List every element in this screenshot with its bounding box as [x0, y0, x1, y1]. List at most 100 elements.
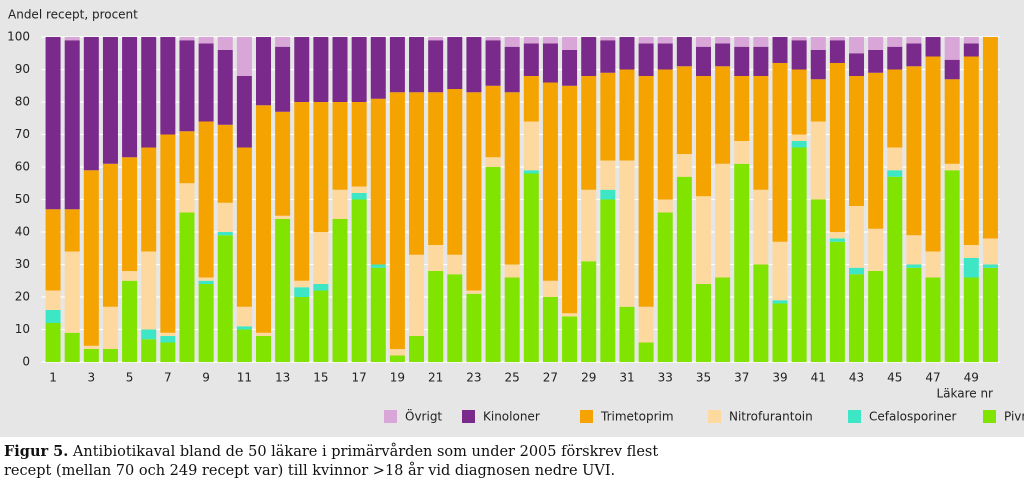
bar-segment [313, 102, 329, 232]
bar-segment [160, 336, 176, 343]
bar-segment [753, 264, 769, 362]
bar-segment [466, 92, 482, 291]
bar-segment [447, 254, 463, 275]
bar-segment [791, 134, 807, 141]
bar-segment [944, 170, 960, 362]
bar-segment [236, 306, 252, 327]
bar-segment [562, 37, 578, 50]
bar-segment [45, 323, 61, 362]
caption-line: Antibiotikaval bland de 50 läkare i prim… [72, 444, 659, 460]
bar-segment [657, 212, 673, 362]
bar-segment [982, 267, 998, 362]
bar-segment [772, 303, 788, 362]
bar-segment [887, 147, 903, 171]
y-tick-label: 20 [15, 290, 30, 304]
bar-segment [868, 271, 884, 362]
bar-segment [294, 37, 310, 102]
bar-segment [849, 53, 865, 76]
bar-segment [83, 170, 99, 346]
bar-segment [715, 277, 731, 362]
x-tick-label: 25 [505, 371, 520, 385]
bar-segment [179, 40, 195, 132]
bar-segment [294, 102, 310, 281]
legend-label: Övrigt [405, 408, 442, 424]
bar-segment [695, 46, 711, 76]
bar-segment [160, 332, 176, 336]
bar-segment [753, 37, 769, 47]
bar-segment [734, 46, 750, 76]
bar-segment [160, 134, 176, 333]
bar-segment [370, 37, 386, 99]
x-tick-label: 19 [390, 371, 405, 385]
bar-segment [45, 310, 61, 323]
bar-segment [217, 37, 233, 50]
x-tick-label: 13 [275, 371, 290, 385]
x-tick-label: 29 [581, 371, 596, 385]
bar-segment [772, 63, 788, 242]
bar-segment [466, 290, 482, 294]
bar-segment [504, 277, 520, 362]
bar-segment [409, 92, 425, 255]
bar-segment [581, 189, 597, 262]
bar-segment [428, 37, 444, 41]
bar-segment [810, 79, 826, 122]
bar-segment [600, 72, 616, 161]
bar-segment [275, 111, 291, 216]
bar-segment [160, 37, 176, 135]
bar-segment [887, 176, 903, 362]
bar-segment [179, 131, 195, 184]
bar-segment [906, 66, 922, 236]
caption: Figur 5. Antibiotikaval bland de 50 läka… [0, 437, 1024, 487]
bar-segment [600, 40, 616, 73]
x-tick-label: 23 [466, 371, 481, 385]
x-tick-label: 9 [202, 371, 210, 385]
bar-segment [332, 189, 348, 219]
bar-segment [925, 251, 941, 278]
bar-segment [236, 37, 252, 76]
bar-segment [332, 102, 348, 190]
bar-segment [676, 176, 692, 362]
bar-segment [753, 46, 769, 76]
bar-segment [542, 297, 558, 362]
bar-segment [255, 332, 271, 336]
x-tick-label: 49 [964, 371, 979, 385]
bar-segment [294, 280, 310, 288]
bar-segment [810, 199, 826, 362]
bar-segment [619, 306, 635, 362]
bar-segment [236, 329, 252, 362]
bar-segment [122, 157, 138, 271]
bar-segment [275, 219, 291, 362]
caption-line: recept (mellan 70 och 249 recept var) ti… [4, 463, 616, 479]
bar-segment [772, 241, 788, 301]
bar-segment [542, 37, 558, 44]
bar-segment [351, 186, 367, 193]
bar-segment [275, 37, 291, 47]
bar-segment [581, 76, 597, 190]
legend-label: Kinoloner [483, 410, 540, 424]
bar-segment [83, 349, 99, 362]
bar-segment [198, 280, 214, 284]
bar-segment [849, 76, 865, 206]
bar-segment [676, 37, 692, 67]
x-tick-label: 33 [658, 371, 673, 385]
bar-segment [102, 349, 118, 362]
bar-segment [64, 37, 80, 41]
bar-segment [581, 37, 597, 76]
x-tick-label: 37 [734, 371, 749, 385]
x-tick-label: 1 [49, 371, 57, 385]
bar-segment [313, 232, 329, 284]
bar-segment [504, 37, 520, 47]
bar-segment [447, 37, 463, 89]
bar-segment [102, 163, 118, 307]
bar-segment [389, 92, 405, 349]
bar-segment [849, 274, 865, 362]
legend-label: Pivmecillinam [1004, 410, 1024, 424]
bar-segment [734, 37, 750, 47]
bar-segment [944, 163, 960, 171]
chart: Andel recept, procent Läkare nr 0 10 20 30 4… [0, 0, 1024, 437]
legend-label: Trimetoprim [600, 410, 674, 424]
bar-segment [255, 105, 271, 333]
x-tick-label: 45 [887, 371, 902, 385]
bar-segment [944, 79, 960, 164]
legend-swatch [983, 410, 996, 423]
